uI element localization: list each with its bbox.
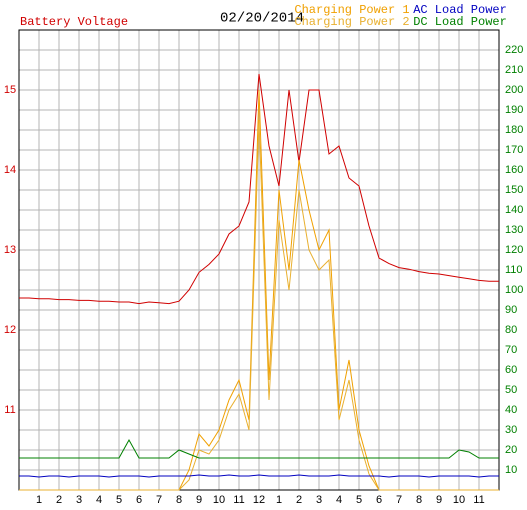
y2-tick-label: 110: [505, 264, 523, 276]
x-tick-label: 1: [36, 494, 42, 506]
y2-tick-label: 210: [505, 64, 523, 76]
x-tick-label: 8: [176, 494, 182, 506]
x-tick-label: 1: [276, 494, 282, 506]
x-tick-label: 7: [156, 494, 162, 506]
series-line: [19, 474, 499, 478]
legend-entry: Charging Power 2: [294, 15, 409, 29]
x-tick-label: 10: [213, 494, 225, 506]
y2-tick-label: 40: [505, 404, 517, 416]
y-tick-label: 14: [4, 164, 16, 176]
y2-tick-label: 200: [505, 84, 523, 96]
y-tick-label: 12: [4, 324, 16, 336]
x-tick-label: 9: [196, 494, 202, 506]
x-tick-label: 5: [356, 494, 362, 506]
x-tick-label: 11: [473, 494, 484, 506]
x-tick-label: 12: [253, 494, 265, 506]
x-tick-label: 6: [136, 494, 142, 506]
y-tick-label: 13: [4, 244, 16, 256]
y2-tick-label: 150: [505, 184, 523, 196]
x-tick-label: 4: [96, 494, 102, 506]
x-tick-label: 7: [396, 494, 402, 506]
y-tick-label: 11: [4, 404, 15, 416]
y2-tick-label: 180: [505, 124, 523, 136]
x-tick-label: 2: [56, 494, 62, 506]
y2-tick-label: 10: [505, 464, 517, 476]
series-line: [19, 73, 499, 305]
x-tick-label: 4: [336, 494, 342, 506]
y2-tick-label: 140: [505, 204, 523, 216]
legend-entry: AC Load Power: [413, 3, 507, 17]
x-tick-label: 5: [116, 494, 122, 506]
x-tick-label: 10: [453, 494, 465, 506]
plot-border: [18, 29, 500, 491]
y2-tick-label: 220: [505, 44, 523, 56]
y2-tick-label: 30: [505, 424, 517, 436]
y2-tick-label: 160: [505, 164, 523, 176]
x-tick-label: 3: [76, 494, 82, 506]
y-tick-label: 15: [4, 84, 16, 96]
series-line: [19, 119, 499, 491]
y2-tick-label: 100: [505, 284, 523, 296]
y2-tick-label: 50: [505, 384, 517, 396]
chart-title: 02/20/2014: [220, 11, 304, 27]
legend-entry: Charging Power 1: [294, 3, 409, 17]
legend-entry: Battery Voltage: [20, 15, 128, 29]
y2-tick-label: 70: [505, 344, 517, 356]
x-tick-label: 8: [416, 494, 422, 506]
y2-tick-label: 170: [505, 144, 523, 156]
x-tick-label: 3: [316, 494, 322, 506]
x-tick-label: 11: [233, 494, 244, 506]
y2-tick-label: 130: [505, 224, 523, 236]
y2-tick-label: 20: [505, 444, 517, 456]
series-line: [19, 438, 499, 459]
legend-entry: DC Load Power: [413, 15, 507, 29]
x-tick-label: 2: [296, 494, 302, 506]
x-tick-label: 9: [436, 494, 442, 506]
y2-tick-label: 90: [505, 304, 517, 316]
y2-tick-label: 120: [505, 244, 523, 256]
y2-tick-label: 190: [505, 104, 523, 116]
x-tick-label: 6: [376, 494, 382, 506]
y2-tick-label: 80: [505, 324, 517, 336]
y2-tick-label: 60: [505, 364, 517, 376]
